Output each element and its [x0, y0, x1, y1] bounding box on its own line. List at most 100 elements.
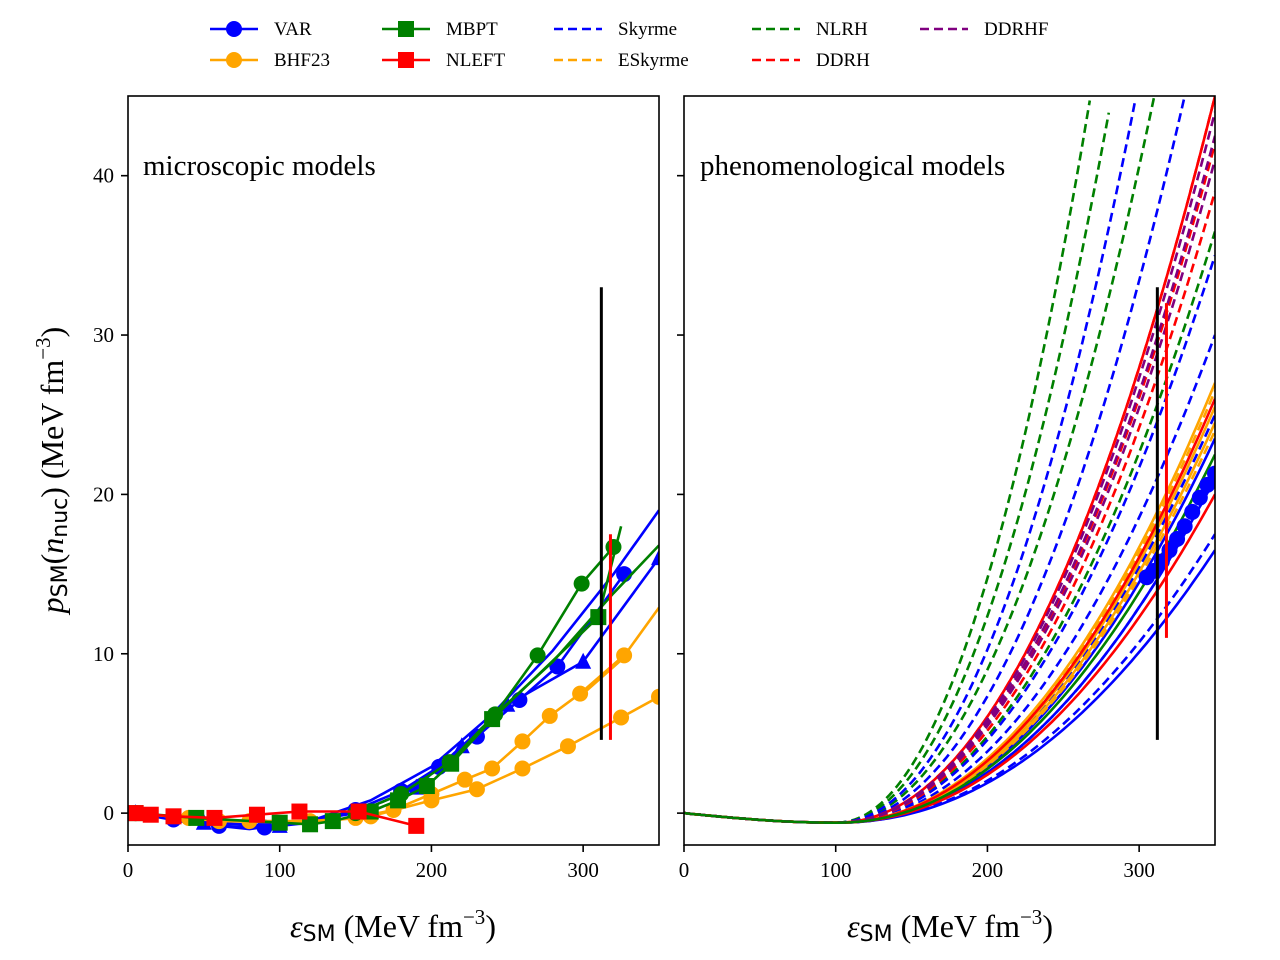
- x-tick-label: 100: [820, 858, 852, 882]
- data-point-mbpt: [271, 814, 288, 831]
- data-point-var: [1169, 531, 1186, 548]
- legend-item-mbpt: MBPT: [382, 19, 498, 40]
- data-point-var: [651, 549, 659, 566]
- data-point-var: [1191, 489, 1208, 506]
- y-axis-label-arg-subscript: nuc: [48, 498, 73, 538]
- data-point-nleft: [291, 803, 308, 820]
- data-point-mbpt: [393, 786, 410, 803]
- y-axis-label-close: ): [34, 327, 70, 338]
- legend-item-nlrh: NLRH: [752, 19, 868, 40]
- x-tick-label: 200: [416, 858, 448, 882]
- panel-title-right: phenomenological models: [700, 150, 1005, 182]
- legend-label: BHF23: [274, 50, 330, 71]
- data-point-var: [1176, 518, 1193, 535]
- data-point-bhf23: [514, 733, 531, 750]
- legend-label: NLEFT: [446, 50, 506, 71]
- x-axis-label-exponent: −3: [1020, 905, 1042, 929]
- series-line-skyrme: [684, 96, 1186, 824]
- data-point-bhf23: [572, 685, 589, 702]
- panel-title-left: microscopic models: [143, 150, 376, 182]
- series-line-bhf23: [582, 606, 659, 695]
- y-axis-label-arg-close: ): [34, 487, 70, 498]
- y-axis-label-unit: (MeV fm: [34, 360, 70, 488]
- data-point-mbpt: [418, 778, 435, 795]
- x-axis-label-subscript: SM: [860, 922, 893, 947]
- legend-label: DDRH: [816, 50, 870, 71]
- x-tick-label: 200: [972, 858, 1004, 882]
- data-point-mbpt: [605, 538, 622, 555]
- data-point-bhf23: [541, 707, 558, 724]
- legend-label: ESkyrme: [618, 50, 689, 71]
- plot-frame-right: [683, 95, 1216, 846]
- ticks-right: 0 100 200 300: [677, 174, 1155, 882]
- legend-marker: [398, 21, 414, 37]
- x-axis-label-left: εSM (MeV fm−3): [290, 905, 496, 947]
- legend-label: NLRH: [816, 19, 868, 40]
- legend-item-bhf23: BHF23: [210, 50, 330, 71]
- data-point-var: [1184, 503, 1201, 520]
- y-tick-label: 20: [93, 482, 114, 506]
- ticks-left: 0 100 200 300 0 10 20 30 40: [93, 164, 599, 882]
- data-point-mbpt: [302, 816, 319, 833]
- data-point-nleft: [165, 808, 182, 825]
- x-tick-label: 0: [123, 858, 134, 882]
- data-point-mbpt: [324, 813, 341, 830]
- legend-item-nleft: NLEFT: [382, 50, 506, 71]
- data-point-bhf23: [559, 738, 576, 755]
- data-point-nleft: [206, 809, 223, 826]
- plot-frame-left: [127, 95, 660, 846]
- data-point-var: [575, 652, 592, 669]
- data-point-nleft: [408, 817, 425, 834]
- x-axis-label-unit: (MeV fm: [893, 908, 1021, 944]
- panel-phenomenological: 0 100 200 300 phenomenological models: [677, 95, 1216, 882]
- x-axis-label-symbol: ε: [847, 908, 860, 944]
- x-axis-label-right: εSM (MeV fm−3): [847, 905, 1053, 947]
- data-point-bhf23: [423, 792, 440, 809]
- y-axis-label: pSM(nnuc) (MeV fm−3): [31, 327, 73, 616]
- legend-marker: [226, 52, 242, 68]
- y-axis-label-arg-open: (: [34, 554, 70, 565]
- y-tick-label: 0: [104, 801, 115, 825]
- data-point-mbpt: [529, 647, 546, 664]
- data-point-nleft: [128, 805, 144, 822]
- data-point-bhf23: [468, 781, 485, 798]
- legend-label: DDRHF: [984, 19, 1048, 40]
- x-tick-label: 0: [679, 858, 690, 882]
- legend-label: MBPT: [446, 19, 498, 40]
- data-point-nleft: [350, 803, 367, 820]
- legend-marker: [398, 52, 414, 68]
- data-point-nleft: [142, 806, 159, 823]
- y-axis-label-symbol: p: [34, 597, 70, 615]
- series-group-microscopic: [128, 287, 659, 836]
- data-point-mbpt: [573, 575, 590, 592]
- y-tick-label: 10: [93, 642, 114, 666]
- x-axis-label-symbol: ε: [290, 908, 303, 944]
- data-point-bhf23: [456, 771, 473, 788]
- y-axis-label-exponent: −3: [31, 337, 55, 359]
- data-point-nleft: [248, 806, 265, 823]
- data-point-bhf23: [484, 760, 501, 777]
- x-tick-label: 100: [264, 858, 296, 882]
- data-point-var: [1199, 476, 1215, 493]
- data-point-bhf23: [514, 760, 531, 777]
- y-tick-label: 30: [93, 323, 114, 347]
- x-axis-label-subscript: SM: [303, 922, 336, 947]
- y-tick-label: 40: [93, 164, 114, 188]
- x-axis-label-exponent: −3: [463, 905, 485, 929]
- legend-item-skyrme: Skyrme: [554, 19, 677, 40]
- series-group-phenomenological: [684, 96, 1215, 824]
- legend-label: Skyrme: [618, 19, 677, 40]
- y-axis-label-subscript: SM: [48, 564, 73, 597]
- data-point-mbpt: [441, 754, 458, 771]
- legend-item-ddrh: DDRH: [752, 50, 870, 71]
- legend-item-eskyrme: ESkyrme: [554, 50, 689, 71]
- legend-item-var: VAR: [210, 19, 312, 40]
- x-axis-label-close: ): [1042, 908, 1053, 944]
- y-axis-label-arg: n: [34, 538, 70, 554]
- x-axis-label-close: ): [485, 908, 496, 944]
- legend: VAR BHF23 MBPT NLEFT Skyrme ESkyrme NLRH DDRH DD…: [210, 19, 1048, 71]
- x-axis-label-unit: (MeV fm: [336, 908, 464, 944]
- series-line-mbpt: [491, 544, 659, 719]
